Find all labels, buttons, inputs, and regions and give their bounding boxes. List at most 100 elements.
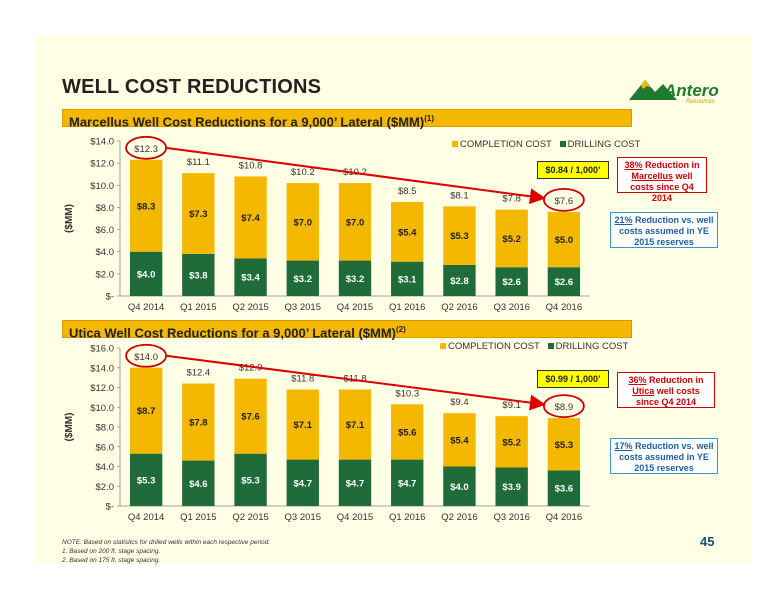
completion-data-label: $8.3: [137, 201, 156, 212]
drilling-data-label: $4.7: [398, 478, 417, 489]
bar-drilling-cost: [547, 470, 581, 506]
drilling-data-label: $2.8: [450, 276, 469, 287]
utica-reduction-text2: well costs since Q4 2014: [635, 386, 700, 407]
x-tick-label: Q2 2015: [232, 512, 268, 523]
x-tick-label: Q1 2016: [389, 512, 425, 523]
utica-title-footnote: (2): [396, 325, 406, 334]
completion-data-label: $7.0: [346, 217, 365, 228]
total-data-label: $14.0: [134, 352, 158, 363]
x-tick-label: Q1 2015: [180, 302, 216, 312]
utica-reduction-callout: 36% Reduction in Utica well costs since …: [617, 372, 715, 408]
bar-completion-cost: [234, 176, 267, 259]
drilling-data-label: $3.2: [346, 274, 365, 285]
bar-drilling-cost: [495, 467, 528, 506]
total-data-label: $12.4: [186, 368, 210, 379]
marcellus-title-footnote: (1): [424, 114, 434, 123]
y-tick-label: $16.0: [90, 344, 114, 355]
y-tick-label: $-: [106, 292, 114, 303]
completion-data-label: $7.1: [294, 420, 313, 431]
legend-completion-swatch: [440, 343, 446, 350]
y-tick-label: $12.0: [90, 383, 114, 394]
bar-drilling-cost: [286, 459, 319, 506]
x-tick-label: Q1 2015: [180, 512, 216, 523]
bar-completion-cost: [129, 159, 163, 252]
total-data-label: $9.4: [450, 397, 469, 408]
bar-drilling-cost: [234, 258, 267, 296]
drilling-data-label: $3.9: [502, 482, 520, 493]
marcellus-chart: $- $2.0 $4.0 $6.0 $8.0 $10.0 $12.0 $14.0 ($MM) $4…: [64, 135, 590, 312]
y-tick-label: $2.0: [96, 482, 115, 493]
marcellus-reduction-basin: Marcellus: [631, 171, 673, 181]
bar-completion-cost: [129, 367, 163, 454]
completion-data-label: $5.2: [502, 437, 520, 448]
x-tick-label: Q3 2015: [285, 512, 321, 523]
total-data-label: $8.9: [555, 402, 574, 413]
completion-data-label: $7.3: [189, 209, 208, 220]
bar-drilling-cost: [182, 460, 215, 506]
bar-completion-cost: [547, 211, 581, 268]
marcellus-legend: COMPLETION COST DRILLING COST: [452, 139, 640, 150]
drilling-data-label: $5.3: [137, 475, 156, 486]
y-axis-label: ($MM): [64, 413, 75, 442]
x-tick-label: Q4 2015: [337, 512, 373, 523]
marcellus-reduction-pct: 38%: [624, 160, 643, 170]
total-data-label: $9.1: [502, 400, 520, 411]
bar-completion-cost: [234, 378, 267, 454]
bar-drilling-cost: [495, 267, 528, 296]
utica-title: Utica Well Cost Reductions for a 9,000’ …: [69, 325, 397, 341]
y-tick-label: $10.0: [90, 181, 114, 192]
completion-data-label: $5.3: [450, 231, 469, 242]
legend-completion-label: COMPLETION COST: [448, 341, 540, 352]
bar-completion-cost: [182, 383, 215, 461]
marcellus-budget-pct: 21%: [614, 215, 633, 225]
drilling-data-label: $3.4: [241, 273, 260, 284]
drilling-data-label: $3.1: [398, 274, 417, 285]
total-data-label: $10.8: [239, 160, 263, 171]
y-tick-label: $10.0: [90, 403, 114, 414]
x-tick-label: Q2 2016: [441, 512, 477, 523]
page-number: 45: [700, 534, 715, 549]
total-data-label: $11.8: [291, 373, 314, 384]
total-data-label: $12.3: [134, 144, 158, 155]
trend-arrow: [165, 146, 546, 205]
completion-data-label: $7.6: [241, 412, 259, 423]
legend-drilling-swatch: [559, 141, 566, 148]
footnote-note: NOTE: Based on statistics for drilled we…: [62, 539, 271, 546]
marcellus-title: Marcellus Well Cost Reductions for a 9,0…: [69, 114, 425, 130]
utica-reduction-pct: 36%: [628, 375, 647, 385]
marcellus-reduction-text2: well costs since Q4 2014: [630, 171, 694, 203]
drilling-data-label: $4.7: [294, 478, 313, 489]
x-tick-label: Q4 2015: [337, 302, 373, 312]
bar-drilling-cost: [391, 459, 424, 506]
utica-rate-callout: $0.99 / 1,000’: [537, 370, 609, 388]
drilling-data-label: $2.6: [555, 277, 574, 288]
completion-data-label: $8.7: [137, 406, 156, 417]
drilling-data-label: $2.6: [502, 277, 520, 288]
x-tick-label: Q4 2016: [546, 512, 582, 523]
y-tick-label: $6.0: [96, 442, 115, 453]
total-data-label: $8.1: [450, 190, 469, 201]
legend-drilling-label: DRILLING COST: [555, 341, 629, 352]
completion-data-label: $5.4: [398, 227, 417, 238]
bar-drilling-cost: [443, 265, 476, 296]
drilling-data-label: $3.8: [189, 270, 208, 281]
marcellus-budget-text: Reduction vs. well costs assumed in YE 2…: [619, 215, 714, 247]
antero-mountain-icon: [629, 80, 677, 100]
completion-data-label: $5.0: [555, 235, 574, 246]
marcellus-rate-callout: $0.84 / 1,000’: [537, 161, 609, 179]
total-data-label: $12.9: [239, 363, 263, 374]
utica-reduction-basin: Utica: [632, 386, 655, 396]
logo-subtext: Resources: [686, 99, 715, 105]
completion-data-label: $5.2: [502, 234, 520, 245]
utica-budget-pct: 17%: [614, 441, 633, 451]
bar-drilling-cost: [129, 251, 163, 296]
bar-drilling-cost: [129, 453, 163, 506]
y-tick-label: $6.0: [96, 225, 115, 236]
x-tick-label: Q2 2015: [232, 302, 268, 312]
completion-data-label: $5.4: [450, 435, 469, 446]
drilling-data-label: $4.0: [450, 482, 469, 493]
x-tick-label: Q3 2015: [285, 302, 321, 312]
legend-completion-swatch: [452, 141, 458, 148]
drilling-data-label: $4.7: [346, 478, 365, 489]
marcellus-reduction-text1: Reduction in: [642, 160, 700, 170]
